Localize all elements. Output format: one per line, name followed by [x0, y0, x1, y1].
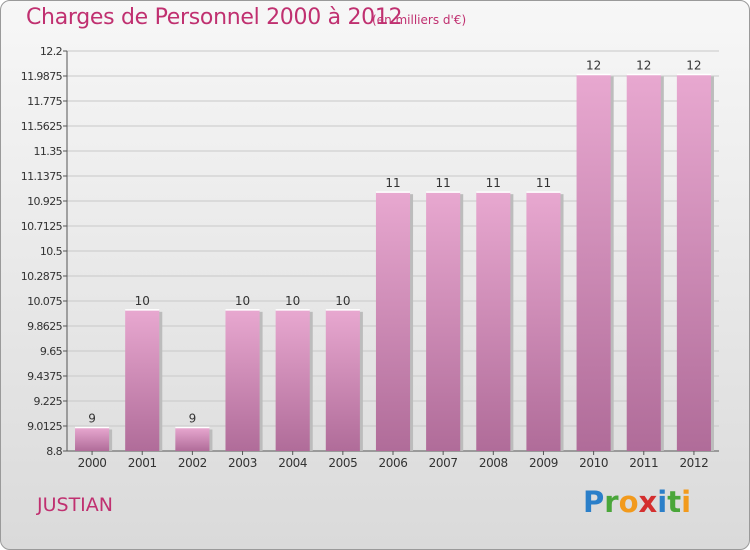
y-tick-label: 10.075	[27, 295, 62, 308]
bar	[325, 309, 360, 451]
y-tick-label: 12.2	[40, 45, 62, 58]
x-tick-label: 2011	[629, 456, 658, 470]
y-tick-label: 9.65	[40, 345, 63, 358]
x-tick-label: 2009	[529, 456, 558, 470]
logo-letter: x	[638, 485, 658, 519]
logo-letter: r	[604, 485, 619, 519]
bar-value-label: 11	[385, 176, 400, 190]
y-tick-label: 9.4375	[27, 370, 62, 383]
y-tick-label: 11.35	[34, 145, 63, 158]
bar-value-label: 10	[135, 294, 150, 308]
bar-value-label: 11	[436, 176, 451, 190]
logo-letter: i	[657, 485, 668, 519]
labels: 8.8 9.0125 9.225 9.4375 9.65 9.8625 10.075 10.2…	[21, 45, 709, 470]
bar	[576, 74, 611, 451]
y-tick-label: 9.8625	[27, 320, 62, 333]
x-tick-label: 2006	[379, 456, 408, 470]
y-tick-label: 11.9875	[21, 70, 63, 83]
x-tick-label: 2012	[679, 456, 708, 470]
chart-subtitle: (en milliers d'€)	[372, 13, 467, 27]
y-tick-label: 11.1375	[21, 170, 63, 183]
x-tick-label: 2008	[479, 456, 508, 470]
bar-value-label: 10	[285, 294, 300, 308]
x-tick-label: 2005	[328, 456, 357, 470]
bar	[476, 192, 511, 452]
x-tick-label: 2007	[429, 456, 458, 470]
bar-value-label: 9	[88, 411, 96, 425]
bar	[125, 309, 160, 451]
x-tick-label: 2010	[579, 456, 608, 470]
bar-value-label: 11	[486, 176, 501, 190]
bar	[676, 74, 711, 451]
bar	[375, 192, 411, 452]
bar-value-label: 10	[335, 294, 350, 308]
bar	[175, 427, 210, 451]
y-tick-label: 9.225	[34, 395, 63, 408]
bar	[225, 309, 260, 451]
x-tick-label: 2004	[278, 456, 307, 470]
bar-value-label: 12	[686, 59, 701, 73]
logo-letter: t	[667, 485, 682, 519]
y-tick-label: 11.775	[27, 95, 62, 108]
logo-letter: P	[583, 485, 605, 519]
logo-letter: o	[618, 485, 639, 519]
y-tick-label: 10.7125	[21, 220, 63, 233]
chart-title: Charges de Personnel 2000 à 2012	[26, 5, 403, 30]
commune-name: JUSTIAN	[37, 494, 113, 516]
x-tick-label: 2003	[228, 456, 257, 470]
bar-value-label: 12	[586, 59, 601, 73]
bar-value-label: 9	[189, 411, 197, 425]
proxiti-logo: Proxiti	[583, 485, 691, 519]
y-tick-label: 9.0125	[27, 420, 62, 433]
bar	[426, 192, 461, 452]
y-tick-label: 8.8	[46, 445, 62, 458]
y-tick-label: 10.2875	[21, 270, 63, 283]
x-tick-label: 2002	[178, 456, 207, 470]
bar	[75, 427, 110, 451]
logo-letter: i	[681, 485, 692, 519]
bars	[75, 73, 714, 452]
y-tick-label: 10.5	[40, 245, 63, 258]
bar	[626, 74, 661, 451]
x-tick-label: 2001	[128, 456, 157, 470]
bar-value-label: 12	[636, 59, 651, 73]
x-tick-label: 2000	[78, 456, 107, 470]
y-tick-label: 10.925	[27, 195, 62, 208]
y-tick-label: 11.5625	[21, 120, 63, 133]
bar	[275, 309, 310, 451]
bar-value-label: 10	[235, 294, 250, 308]
bar	[526, 192, 561, 452]
bar-value-label: 11	[536, 176, 551, 190]
